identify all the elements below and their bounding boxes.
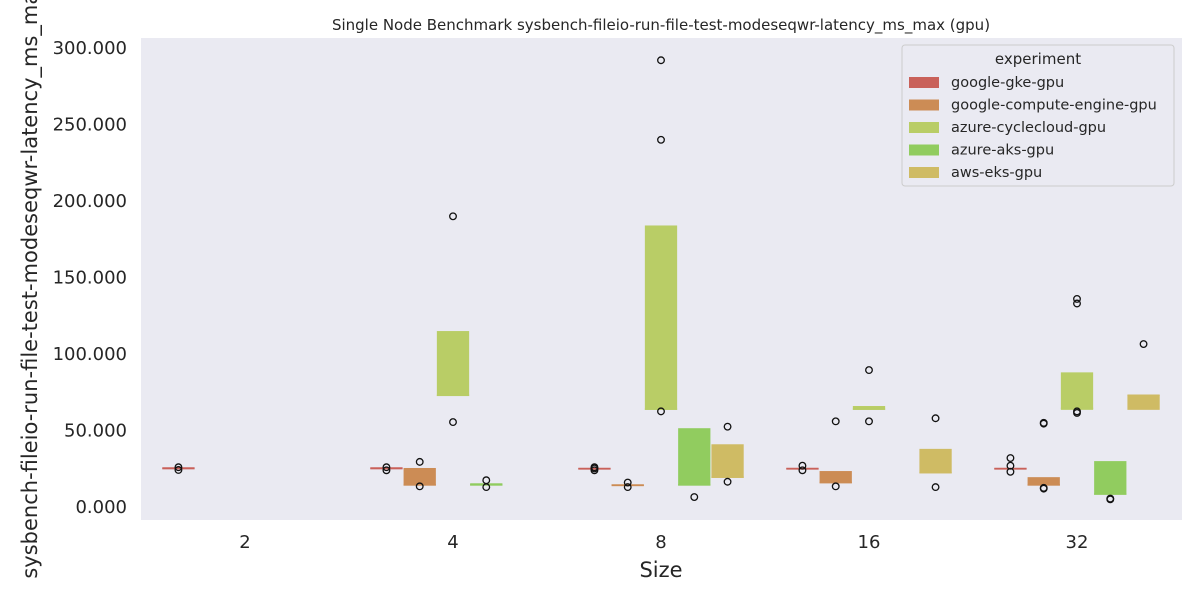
outlier-point [1073,407,1081,416]
chart-marks [162,56,1160,504]
chart-title: Single Node Benchmark sysbench-fileio-ru… [332,16,990,35]
outlier-point [1039,483,1048,492]
legend-frame [901,44,1175,187]
outlier-point [1139,340,1148,349]
x-tick-label: 8 [655,532,666,553]
x-tick-label: 32 [1066,532,1089,553]
outlier-point [831,417,840,426]
outlier-point [449,418,457,427]
legend-entry: google-compute-engine-gpu [951,98,1157,114]
outlier-point [415,457,424,466]
x-tick-label: 2 [239,532,250,553]
box-azure-cyclecloud-gpu-size-32 [1060,372,1094,410]
legend-entry: aws-eks-gpu [951,165,1042,181]
outlier-point [382,466,391,475]
box-azure-aks-gpu-size-8 [678,428,711,486]
legend-swatch [909,167,939,178]
y-axis-label: sysbench-fileio-run-file-test-modeseqwr-… [18,0,43,579]
x-tick-label: 16 [858,532,881,553]
outlier-point [623,483,632,492]
outlier-point [174,466,183,474]
box-google-compute-engine-gpu-size-4 [403,467,436,486]
outlier-point [831,482,840,491]
x-tick-label: 4 [447,532,458,553]
outlier-point [1006,461,1015,470]
outlier-point [174,463,183,472]
outlier-point [482,476,491,485]
box-aws-eks-gpu-size-16 [919,448,952,474]
legend-swatch [909,99,939,111]
outlier-point [449,212,457,221]
outlier-point [1073,294,1081,303]
outlier-point [590,463,599,472]
outlier-point [657,56,665,65]
outlier-point [657,407,665,416]
legend-title: experiment [995,50,1081,68]
x-axis-label: Size [639,558,682,582]
outlier-point [798,466,807,475]
y-tick-label: 100.000 [53,344,127,365]
outlier-point [931,414,940,423]
outlier-point [865,366,873,375]
legend: experiment google-gke-gpu google-compute-e… [901,44,1175,187]
y-tick-label: 300.000 [53,38,127,59]
outlier-point [931,483,940,492]
outlier-point [865,417,873,426]
legend-entry: google-gke-gpu [951,75,1064,91]
outlier-point [657,135,665,144]
legend-swatch [909,122,939,133]
outlier-point [623,478,632,487]
outlier-point [723,422,732,431]
y-tick-label: 200.000 [53,191,127,212]
box-aws-eks-gpu-size-8 [711,444,744,478]
y-tick-label: 150.000 [53,268,127,289]
box-azure-cyclecloud-gpu-size-4 [436,331,470,397]
box-azure-cyclecloud-gpu-size-16 [852,406,886,410]
outlier-point [1073,299,1081,308]
outlier-point [1039,418,1048,427]
outlier-point [382,463,391,472]
legend-entry: azure-cyclecloud-gpu [951,120,1106,136]
y-axis-ticks: 0.000 50.000 100.000 150.000 200.000 250.000 3… [53,38,127,518]
legend-entry: azure-aks-gpu [951,143,1054,159]
outlier-point [690,493,699,502]
outlier-point [415,482,424,491]
y-tick-label: 0.000 [75,497,127,518]
outlier-point [798,461,807,470]
legend-swatch [909,77,939,88]
outlier-point [1006,454,1015,462]
y-tick-label: 250.000 [53,115,127,136]
x-axis-ticks: 2 4 8 16 32 [239,532,1088,553]
outlier-point [1106,494,1115,503]
box-google-compute-engine-gpu-size-16 [819,471,852,484]
box-google-compute-engine-gpu-size-32 [1027,477,1060,486]
box-azure-aks-gpu-size-32 [1094,461,1127,495]
box-aws-eks-gpu-size-32 [1127,395,1160,410]
y-tick-label: 50.000 [64,421,127,442]
box-azure-cyclecloud-gpu-size-8 [644,225,678,410]
outlier-point [723,477,732,486]
legend-swatch [909,144,939,156]
